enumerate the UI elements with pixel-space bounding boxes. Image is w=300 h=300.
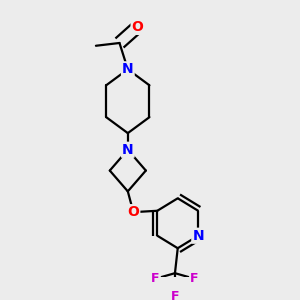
Text: F: F xyxy=(151,272,160,285)
Text: F: F xyxy=(171,290,179,300)
Text: O: O xyxy=(132,20,143,34)
Text: O: O xyxy=(128,205,139,219)
Text: F: F xyxy=(190,272,199,285)
Text: N: N xyxy=(122,62,134,76)
Text: N: N xyxy=(192,229,204,243)
Text: N: N xyxy=(122,143,134,157)
